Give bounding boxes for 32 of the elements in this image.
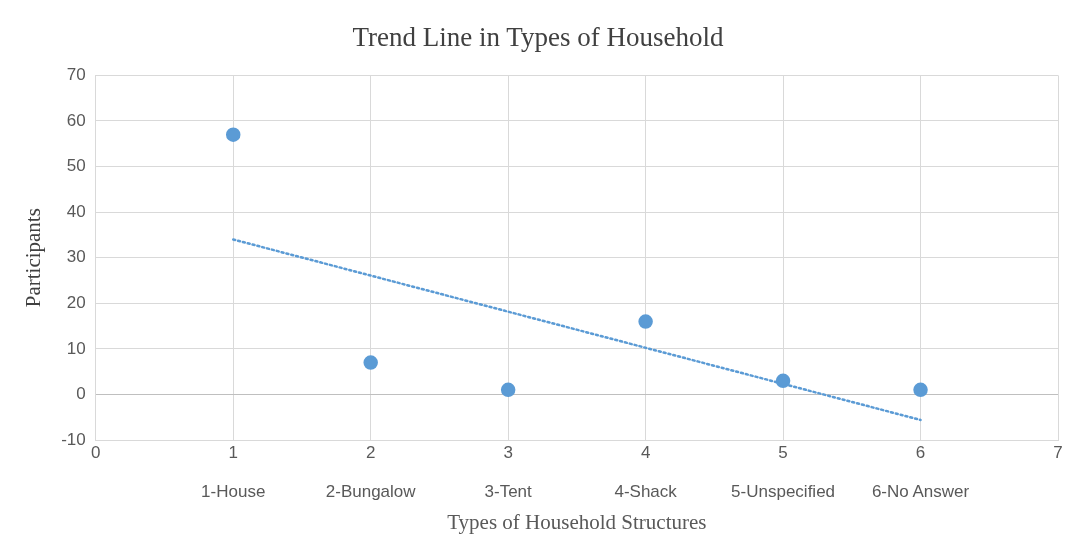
x2-tick-label: 2-Bungalow — [325, 482, 417, 502]
point — [500, 382, 516, 398]
x2-tick-label: 4-Shack — [614, 482, 678, 502]
x-tick-label: 2 — [365, 442, 376, 462]
x-tick-label: 1 — [228, 442, 238, 462]
x2-tick-label: 6-No Answer — [871, 482, 970, 502]
x-tick-label: 3 — [503, 442, 513, 462]
point — [913, 382, 928, 398]
y-tick-label: 10 — [66, 338, 86, 358]
y-axis-title: Participants — [21, 208, 46, 308]
x2-tick-label: 3-Tent — [484, 482, 533, 502]
point — [638, 314, 653, 329]
x-tick-label: 0 — [91, 442, 101, 462]
y-tick-label: 60 — [66, 110, 86, 130]
x-tick-label: 6 — [915, 442, 926, 462]
y-tick-label: 20 — [66, 292, 86, 312]
x2-tick-label: 1-House — [201, 482, 266, 502]
x-axis-title: Types of Household Structures — [447, 509, 707, 534]
x-tick-label: 7 — [1053, 442, 1063, 462]
chart-title: Trend Line in Types of Household — [352, 22, 724, 53]
x-tick-label: 5 — [778, 442, 788, 462]
x2-tick-label: 5-Unspecified — [731, 482, 836, 502]
y-tick-label: 30 — [66, 247, 86, 267]
y-tick-label: 50 — [66, 156, 86, 176]
y-tick-label: 70 — [66, 65, 86, 85]
y-tick-label: 40 — [66, 201, 86, 221]
point — [775, 373, 791, 388]
y-tick-label: -10 — [61, 429, 86, 449]
x-tick-label: 4 — [640, 442, 651, 462]
y-tick-label: 0 — [76, 384, 86, 404]
point — [225, 127, 241, 142]
point — [363, 355, 378, 370]
